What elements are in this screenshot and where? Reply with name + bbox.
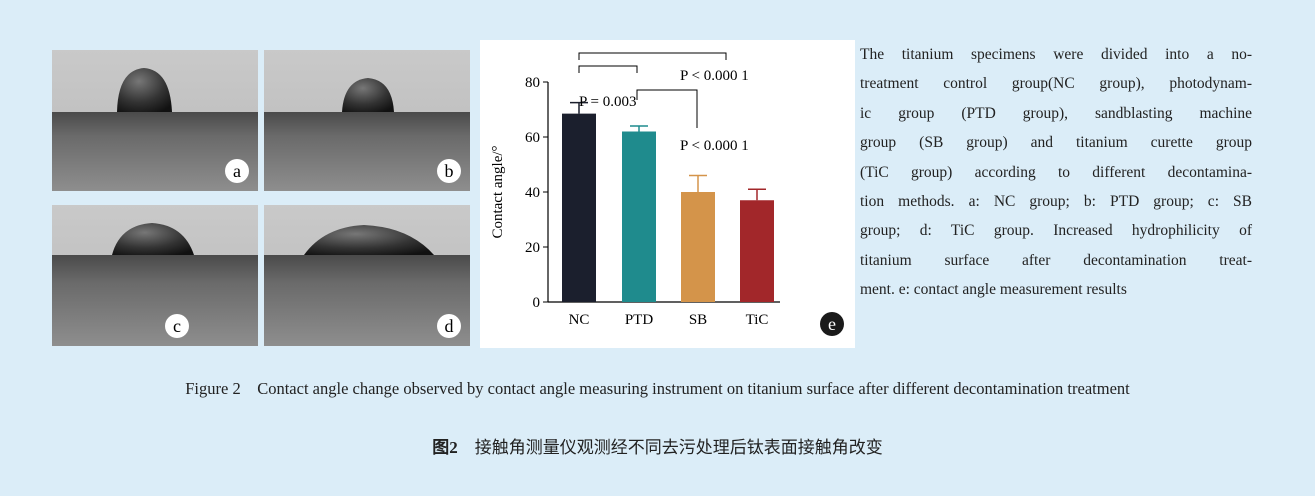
description-line: ment. e: contact angle measurement resul… (860, 281, 1127, 299)
x-tick-label: SB (689, 312, 707, 328)
photo-d: d (264, 205, 470, 346)
caption-text: Contact angle change observed by contact… (257, 379, 1130, 398)
y-tick-label: 20 (525, 240, 540, 256)
p-value: P < 0.000 1 (680, 68, 749, 84)
panel-label: e (828, 314, 836, 334)
bar (622, 131, 656, 302)
p-value: P < 0.000 1 (680, 138, 749, 154)
x-tick-label: NC (569, 312, 590, 328)
y-tick-label: 80 (525, 75, 540, 91)
photo-a: a (52, 50, 258, 191)
description-line: tion methods. a: NC group; b: PTD group;… (860, 192, 1252, 210)
panel-label: c (173, 316, 181, 336)
description-line: group; d: TiC group. Increased hydrophil… (860, 222, 1252, 240)
panel-label: b (445, 161, 454, 181)
panel-label: a (233, 161, 241, 181)
description-line: The titanium specimens were divided into… (860, 46, 1252, 63)
photo-b: b (264, 50, 470, 191)
figure-label: Figure 2 (185, 379, 241, 398)
x-tick-label: PTD (625, 312, 654, 328)
significance-bracket (578, 52, 727, 60)
description-line: group (SB group) and titanium curette gr… (860, 134, 1252, 152)
y-tick-label: 40 (525, 185, 540, 201)
panel-label: d (445, 316, 454, 336)
caption-en: Figure 2 Contact angle change observed b… (0, 375, 1315, 402)
x-tick-label: TiC (746, 312, 769, 328)
description-line: (TiC group) according to different decon… (860, 163, 1252, 181)
caption-cn: 图2 接触角测量仪观测经不同去污处理后钛表面接触角改变 (0, 433, 1315, 458)
description-line: treatment control group(NC group), photo… (860, 75, 1252, 93)
y-axis-label: Contact angle/° (490, 145, 506, 238)
description: The titanium specimens were divided into… (860, 40, 1252, 305)
bar (740, 200, 774, 302)
photo-c: c (52, 205, 258, 346)
significance-bracket (636, 89, 698, 128)
chart-panel: Contact angle/° e 0 20 40 60 80 NC PTD SB TiC P =… (480, 40, 855, 348)
figure-label: 图2 (432, 438, 458, 457)
y-tick-label: 0 (533, 295, 541, 311)
chart: Contact angle/° e 0 20 40 60 80 NC PTD SB TiC P =… (490, 52, 844, 336)
caption-text: 接触角测量仪观测经不同去污处理后钛表面接触角改变 (474, 438, 883, 457)
bar (562, 113, 596, 302)
description-line: ic group (PTD group), sandblasting machi… (860, 104, 1252, 122)
description-line: titanium surface after decontamination t… (860, 251, 1252, 269)
y-tick-label: 60 (525, 130, 540, 146)
p-value: P = 0.003 (579, 94, 637, 110)
bar (681, 192, 715, 302)
significance-bracket (578, 65, 638, 73)
